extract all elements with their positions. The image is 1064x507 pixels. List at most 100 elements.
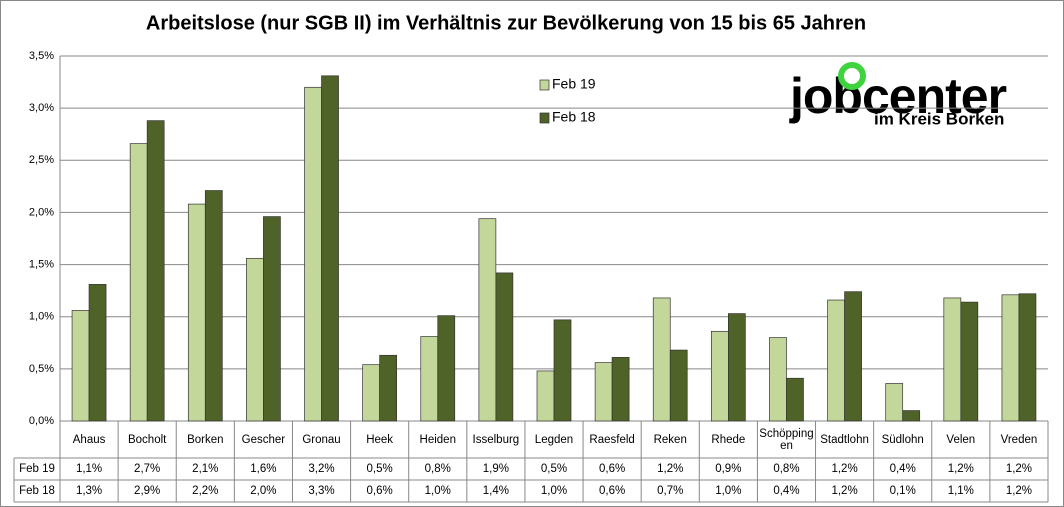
x-tick-label: Südlohn bbox=[881, 433, 924, 446]
data-table-value: 3,3% bbox=[308, 485, 335, 497]
logo-subtitle: im Kreis Borken bbox=[874, 109, 1004, 128]
x-tick-label: Raesfeld bbox=[589, 433, 635, 446]
data-table-value: 0,5% bbox=[366, 463, 393, 475]
bar bbox=[478, 218, 497, 422]
data-table-value: 2,9% bbox=[134, 485, 161, 497]
y-tick-label: 1,0% bbox=[29, 311, 54, 323]
bar bbox=[437, 315, 456, 422]
y-tick-label: 3,5% bbox=[29, 50, 54, 62]
data-table-value: 1,1% bbox=[75, 463, 103, 475]
x-tick-label: Stadtlohn bbox=[820, 433, 869, 446]
data-table-value: 0,6% bbox=[366, 485, 393, 497]
bar bbox=[728, 313, 746, 422]
data-table-value: 1,3% bbox=[75, 485, 103, 497]
x-tick-label: Legden bbox=[534, 433, 574, 446]
data-table-value: 3,2% bbox=[308, 463, 335, 475]
data-table-value: 2,0% bbox=[250, 485, 277, 497]
bar bbox=[362, 364, 380, 422]
y-tick-label: 3,0% bbox=[29, 102, 54, 114]
y-tick-label: 2,5% bbox=[29, 154, 54, 166]
data-table-value: 0,4% bbox=[889, 463, 916, 475]
bar bbox=[960, 301, 979, 422]
data-table-value: 0,4% bbox=[773, 485, 800, 497]
data-table-value: 0,6% bbox=[598, 485, 626, 497]
data-table-value: 1,0% bbox=[424, 485, 451, 497]
bar bbox=[827, 299, 845, 422]
bar bbox=[1018, 293, 1037, 422]
data-table-value: 1,6% bbox=[250, 463, 277, 475]
row-label: Feb 19 bbox=[19, 463, 55, 475]
y-tick-label: 0,0% bbox=[29, 415, 54, 427]
logo-accent bbox=[838, 62, 866, 90]
bar bbox=[495, 272, 514, 422]
x-tick-label: Ahaus bbox=[72, 433, 106, 446]
data-table-value: 2,1% bbox=[192, 463, 219, 475]
data-table-value: 1,2% bbox=[947, 463, 974, 475]
x-tick-label: Vreden bbox=[1000, 433, 1038, 446]
chart-title: Arbeitslose (nur SGB II) im Verhältnis z… bbox=[146, 12, 866, 34]
bar bbox=[263, 216, 281, 422]
bar bbox=[146, 120, 165, 422]
data-table-value: 1,0% bbox=[540, 485, 568, 497]
x-tick-label: Rhede bbox=[711, 433, 746, 446]
bar bbox=[669, 349, 688, 422]
data-table-value: 2,2% bbox=[192, 485, 219, 497]
x-tick-label: Reken bbox=[653, 433, 687, 446]
bar bbox=[379, 354, 397, 422]
bar bbox=[187, 203, 206, 422]
bar bbox=[711, 330, 729, 422]
data-table-value: 0,5% bbox=[540, 463, 568, 475]
legend-label: Feb 18 bbox=[552, 109, 596, 125]
x-tick-label: Borken bbox=[187, 433, 224, 446]
bar bbox=[885, 383, 904, 422]
bar bbox=[769, 337, 787, 422]
data-table-value: 2,7% bbox=[134, 463, 161, 475]
y-tick-label: 1,5% bbox=[29, 258, 54, 270]
bar bbox=[304, 86, 322, 422]
bar bbox=[902, 410, 921, 422]
bar bbox=[129, 143, 148, 422]
x-tick-label: Gronau bbox=[302, 433, 341, 446]
data-table-value: 1,2% bbox=[831, 463, 858, 475]
data-table-value: 1,2% bbox=[831, 485, 858, 497]
bar bbox=[536, 370, 555, 422]
data-table-value: 1,9% bbox=[482, 463, 509, 475]
data-table-value: 0,6% bbox=[598, 463, 626, 475]
bar bbox=[321, 75, 339, 422]
data-table-value: 1,2% bbox=[1005, 463, 1033, 475]
x-tick-label: Gescher bbox=[241, 433, 286, 446]
data-table-value: 1,2% bbox=[1005, 485, 1033, 497]
x-tick-label: Isselburg bbox=[472, 433, 520, 446]
data-table-value: 0,1% bbox=[889, 485, 916, 497]
bar bbox=[88, 284, 107, 422]
logo-text: jobcenter bbox=[789, 68, 1007, 124]
bar bbox=[943, 297, 962, 422]
legend-label: Feb 19 bbox=[552, 76, 596, 92]
bar bbox=[1001, 294, 1020, 422]
x-tick-label: Bocholt bbox=[127, 433, 167, 446]
bar bbox=[420, 336, 439, 422]
data-table-value: 1,2% bbox=[657, 463, 684, 475]
data-table-value: 0,9% bbox=[715, 463, 742, 475]
bar bbox=[844, 291, 862, 422]
data-table-value: 1,4% bbox=[482, 485, 509, 497]
data-table-value: 0,8% bbox=[773, 463, 800, 475]
x-tick-label: Velen bbox=[946, 433, 976, 446]
legend-swatch bbox=[539, 112, 550, 124]
data-table-value: 0,8% bbox=[424, 463, 451, 475]
bar bbox=[246, 257, 264, 422]
bar bbox=[594, 362, 613, 422]
legend-swatch bbox=[539, 79, 550, 91]
y-tick-label: 0,5% bbox=[29, 363, 54, 375]
bar bbox=[786, 377, 804, 422]
x-tick-label: Schöppingen bbox=[759, 427, 814, 452]
x-tick-label: Heek bbox=[366, 433, 394, 446]
data-table-value: 0,7% bbox=[657, 485, 684, 497]
bar bbox=[611, 357, 630, 422]
x-tick-label: Heiden bbox=[419, 433, 456, 446]
bar bbox=[652, 297, 671, 422]
data-table-value: 1,0% bbox=[715, 485, 742, 497]
